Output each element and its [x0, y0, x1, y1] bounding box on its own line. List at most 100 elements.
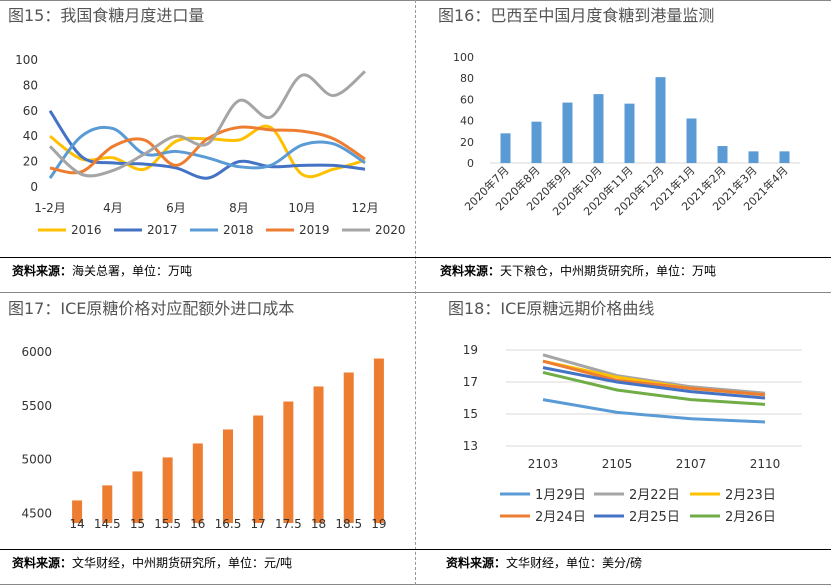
legend-label: 2月24日: [535, 510, 586, 525]
y-tick-label: 60: [23, 104, 38, 118]
legend-label: 2月25日: [629, 510, 680, 525]
bar-19: [373, 358, 384, 523]
x-tick-label: 19: [371, 517, 386, 531]
source-label: 资料来源：: [440, 264, 501, 278]
y-tick-label: 40: [460, 115, 474, 128]
y-tick-label: 19: [463, 343, 478, 357]
legend-label: 2019: [299, 223, 330, 237]
chart-title: 图17：ICE原糖价格对应配额外进口成本: [8, 299, 295, 318]
chart-p15: 0 20 40 60 80 100 1-2月 4月 6月 8月 10月 12月 2016 2017 2018…: [15, 53, 405, 237]
bar-2020年10月: [593, 94, 604, 163]
x-tick-label: 4月: [103, 201, 123, 215]
series-line-2月22日: [542, 353, 766, 395]
x-tick-label: 17.5: [275, 517, 302, 531]
y-tick-label: 17: [463, 375, 478, 389]
series-line-2019: [49, 125, 366, 175]
chart-title: 图18：ICE原糖远期价格曲线: [448, 299, 655, 318]
legend-label: 2018: [223, 223, 254, 237]
bar-2021年1月: [686, 118, 697, 163]
bar-2020年11月: [624, 103, 635, 163]
legend-label: 2016: [71, 223, 102, 237]
y-tick-label: 6000: [21, 345, 52, 359]
x-tick-label: 15: [130, 517, 145, 531]
source-line-top: [0, 257, 831, 258]
x-tick-label: 16: [190, 517, 205, 531]
source-line-bottom: [0, 549, 831, 550]
chart-p18: 13 15 17 19 2103 2105 2107 2110 1月29日 2月22日 2月23日 2…: [463, 343, 802, 525]
bar-14.5: [102, 485, 113, 523]
source-label: 资料来源：: [12, 264, 73, 278]
y-tick-label: 15: [463, 407, 478, 421]
source-text: 天下粮仓，中州期货研究所，单位：万吨: [500, 264, 717, 278]
source-label: 资料来源：: [446, 556, 507, 570]
bar-14: [72, 500, 83, 523]
bar-15.5: [162, 457, 173, 523]
y-tick-label: 5500: [21, 399, 52, 413]
series-line-2020: [48, 70, 366, 178]
y-tick-label: 100: [453, 51, 474, 64]
bar-18.5: [343, 372, 354, 523]
y-tick-label: 100: [15, 53, 38, 67]
x-tick-label: 18.5: [335, 517, 362, 531]
source-text: 文华财经，单位：美分/磅: [506, 556, 643, 570]
y-tick-label: 80: [460, 72, 474, 85]
y-tick-label: 60: [460, 93, 474, 106]
bar-17.5: [283, 401, 294, 523]
series-line-2018: [48, 125, 366, 180]
x-tick-label: 15.5: [154, 517, 181, 531]
source-note: 资料来源：文华财经，中州期货研究所，单位：元/吨: [12, 554, 292, 572]
bar-18: [313, 386, 324, 523]
legend-label: 1月29日: [535, 488, 586, 503]
series-line-2月25日: [542, 366, 766, 400]
y-tick-label: 80: [23, 78, 38, 92]
source-label: 资料来源：: [12, 556, 73, 570]
source-text: 海关总署，单位：万吨: [72, 264, 193, 278]
x-tick-label: 18: [311, 517, 326, 531]
y-tick-label: 4500: [21, 506, 52, 520]
series-line-2月24日: [542, 359, 766, 397]
bar-16.5: [223, 429, 233, 523]
source-note: 资料来源：天下粮仓，中州期货研究所，单位：万吨: [440, 262, 716, 280]
x-tick-label: 14: [69, 517, 84, 531]
bar-2020年8月: [531, 121, 542, 163]
legend-label: 2月23日: [725, 488, 776, 503]
x-tick-label: 14.5: [94, 517, 121, 531]
y-tick-label: 20: [23, 155, 38, 169]
legend-label: 2017: [147, 223, 178, 237]
source-text: 文华财经，中州期货研究所，单位：元/吨: [72, 556, 293, 570]
bar-2020年7月: [500, 133, 511, 163]
source-note: 资料来源：文华财经，单位：美分/磅: [446, 554, 642, 572]
bar-16: [192, 443, 203, 523]
x-tick-label: 2107: [676, 457, 707, 471]
bar-2021年2月: [717, 146, 728, 163]
bar-2021年4月: [779, 151, 790, 163]
chart-title: 图16：巴西至中国月度食糖到港量监测: [438, 6, 715, 25]
bar-17: [253, 415, 264, 523]
bar-2020年12月: [655, 77, 666, 163]
y-tick-label: 5000: [21, 453, 52, 467]
legend-label: 2月22日: [629, 488, 680, 503]
x-tick-label: 8月: [229, 201, 249, 215]
bar-2020年9月: [562, 102, 573, 163]
bar-15: [132, 471, 143, 523]
x-tick-label: 1-2月: [34, 201, 66, 215]
x-tick-label: 6月: [166, 201, 186, 215]
bar-2021年3月: [748, 151, 759, 163]
source-note: 资料来源：海关总署，单位：万吨: [12, 262, 192, 280]
legend-label: 2月26日: [725, 510, 776, 525]
y-tick-label: 0: [30, 180, 38, 194]
x-tick-label: 2110: [750, 457, 781, 471]
frame-divider: [415, 0, 416, 585]
x-tick-label: 2103: [528, 457, 559, 471]
chart-title: 图15：我国食糖月度进口量: [8, 6, 205, 25]
y-tick-label: 13: [463, 439, 478, 453]
x-tick-label: 12月: [351, 201, 378, 215]
x-tick-label: 16.5: [215, 517, 242, 531]
x-tick-label: 17: [251, 517, 266, 531]
x-tick-label: 2105: [602, 457, 633, 471]
chart-p16: 0204060801002020年7月2020年8月2020年9月2020年10…: [453, 51, 800, 218]
series-line-1月29日: [542, 398, 766, 424]
series-line-2017: [48, 109, 366, 180]
series-line-2月26日: [542, 370, 766, 406]
x-tick-label: 10月: [288, 201, 315, 215]
